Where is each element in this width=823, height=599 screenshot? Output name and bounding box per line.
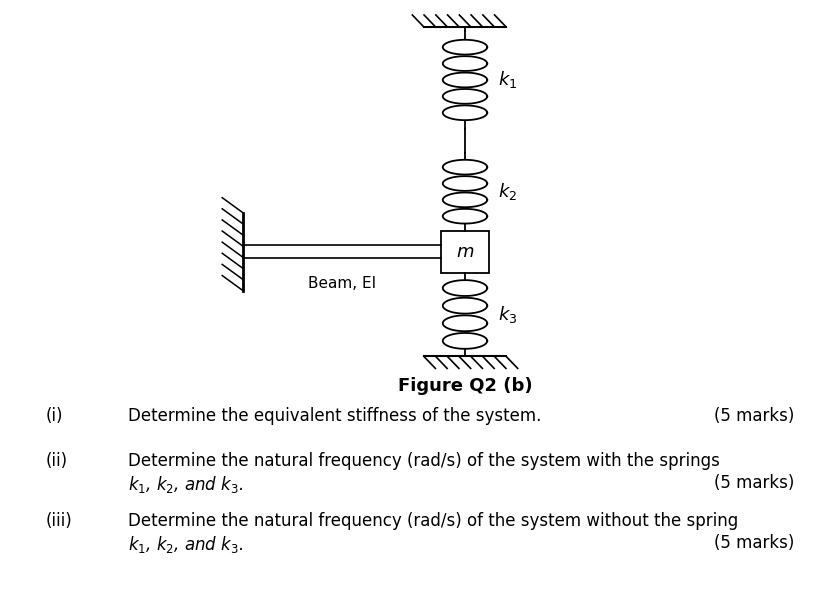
Text: (5 marks): (5 marks) (714, 407, 794, 425)
Text: $k_2$: $k_2$ (498, 181, 517, 202)
Bar (441, 231, 489, 273)
Text: $k_1$, $k_2$, and $k_3$.: $k_1$, $k_2$, and $k_3$. (128, 534, 243, 555)
Text: Beam, EI: Beam, EI (308, 276, 376, 291)
Text: $k_1$: $k_1$ (498, 69, 517, 90)
Text: $k_1$, $k_2$, and $k_3$.: $k_1$, $k_2$, and $k_3$. (128, 474, 243, 495)
Text: Determine the natural frequency (rad/s) of the system with the springs: Determine the natural frequency (rad/s) … (128, 452, 719, 470)
Text: (iii): (iii) (45, 512, 72, 530)
Text: Figure Q2 (b): Figure Q2 (b) (398, 377, 532, 395)
Text: $m$: $m$ (456, 243, 474, 261)
Text: $k_3$: $k_3$ (498, 304, 518, 325)
Text: (5 marks): (5 marks) (714, 534, 794, 552)
Text: (i): (i) (45, 407, 63, 425)
Text: Determine the natural frequency (rad/s) of the system without the spring: Determine the natural frequency (rad/s) … (128, 512, 737, 530)
Text: Determine the equivalent stiffness of the system.: Determine the equivalent stiffness of th… (128, 407, 541, 425)
Text: (ii): (ii) (45, 452, 67, 470)
Text: (5 marks): (5 marks) (714, 474, 794, 492)
